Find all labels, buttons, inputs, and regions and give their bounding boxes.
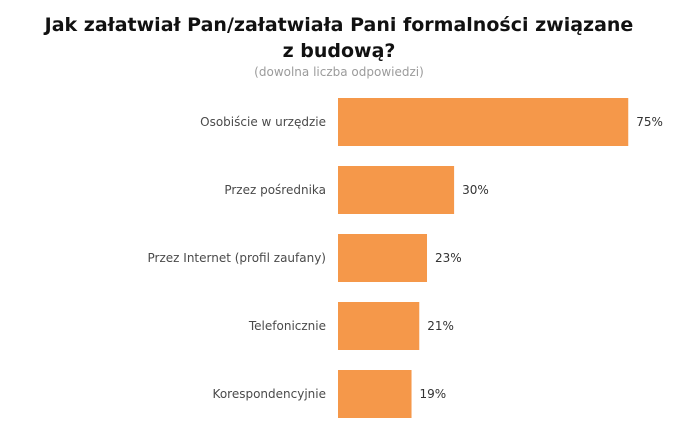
bar-4	[338, 370, 412, 418]
bar-1	[338, 166, 455, 214]
value-label: 30%	[462, 183, 489, 197]
bar-2	[338, 234, 428, 282]
category-label: Przez pośrednika	[224, 183, 326, 197]
value-label: 23%	[435, 251, 462, 265]
bar-3	[338, 302, 420, 350]
bar-0	[338, 98, 629, 146]
category-label: Korespondencyjnie	[213, 387, 326, 401]
value-label: 21%	[427, 319, 454, 333]
category-label: Osobiście w urzędzie	[200, 115, 326, 129]
value-label: 75%	[636, 115, 663, 129]
category-label: Przez Internet (profil zaufany)	[148, 251, 326, 265]
chart-subtitle: (dowolna liczba odpowiedzi)	[254, 65, 424, 79]
category-label: Telefonicznie	[248, 319, 326, 333]
chart-title: Jak załatwiał Pan/załatwiała Pani formal…	[44, 14, 634, 62]
value-label: 19%	[420, 387, 447, 401]
